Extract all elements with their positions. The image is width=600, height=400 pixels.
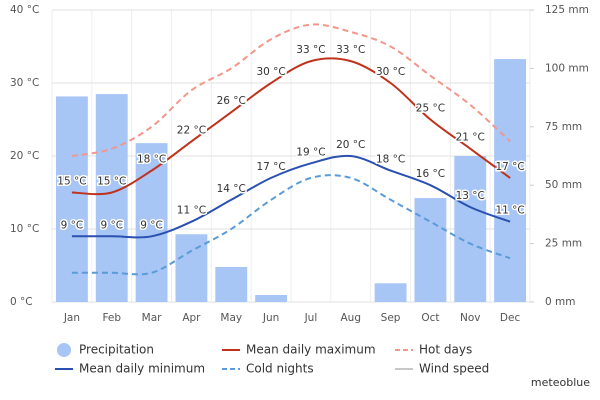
x-tick-label: Aug [340, 312, 361, 324]
x-tick-label: Dec [500, 312, 521, 324]
legend-swatch [57, 343, 71, 357]
data-label: 33 °C [296, 44, 325, 56]
x-tick-label: Mar [142, 312, 162, 324]
x-tick-label: Feb [102, 312, 121, 324]
x-tick-label: Nov [460, 312, 481, 324]
data-label: 16 °C [416, 168, 445, 180]
y2-tick-label: 0 mm [545, 296, 575, 308]
data-label: 17 °C [256, 161, 285, 173]
data-label: 19 °C [296, 146, 325, 158]
data-label: 33 °C [336, 44, 365, 56]
x-tick-label: Oct [421, 312, 439, 324]
legend-label: Cold nights [246, 362, 314, 376]
line [71, 174, 511, 276]
bar [55, 96, 88, 302]
legend-label: Hot days [419, 343, 472, 357]
y2-tick-label: 75 mm [545, 121, 582, 133]
data-label: 13 °C [456, 190, 485, 202]
bar [255, 294, 288, 302]
x-tick-label: Sep [381, 312, 401, 324]
bar [414, 198, 447, 302]
x-tick-label: Jul [304, 312, 318, 324]
bar [215, 266, 248, 302]
bar [374, 283, 407, 302]
y2-tick-label: 25 mm [545, 238, 582, 250]
data-label: 15 °C [97, 176, 126, 188]
bar [95, 94, 128, 302]
y-tick-label: 0 °C [10, 296, 33, 308]
watermark: meteoblue [531, 376, 590, 389]
data-label: 18 °C [137, 154, 166, 166]
line [71, 154, 511, 239]
legend-label: Mean daily maximum [246, 343, 376, 357]
x-tick-label: Jun [262, 312, 279, 324]
x-tick-label: May [220, 312, 242, 324]
y2-tick-label: 50 mm [545, 179, 582, 191]
data-label: 25 °C [416, 103, 445, 115]
data-label: 30 °C [376, 66, 405, 78]
data-label: 30 °C [256, 66, 285, 78]
bar [454, 156, 487, 302]
x-tick-label: Apr [182, 312, 201, 324]
x-tick-label: Jan [63, 312, 80, 324]
data-label: 17 °C [495, 161, 524, 173]
bar [494, 59, 527, 302]
data-label: 15 °C [57, 176, 86, 188]
legend-label: Wind speed [419, 362, 489, 376]
y-tick-label: 20 °C [10, 150, 39, 162]
data-label: 9 °C [61, 219, 84, 231]
data-label: 20 °C [336, 139, 365, 151]
legend-label: Mean daily minimum [79, 362, 205, 376]
y2-tick-label: 100 mm [545, 62, 589, 74]
data-label: 22 °C [177, 124, 206, 136]
data-label: 9 °C [140, 219, 163, 231]
bar [175, 234, 208, 302]
y2-tick-label: 125 mm [545, 4, 589, 16]
y-tick-label: 30 °C [10, 77, 39, 89]
data-label: 14 °C [217, 183, 246, 195]
data-label: 9 °C [100, 219, 123, 231]
data-label: 21 °C [456, 132, 485, 144]
y-tick-label: 40 °C [10, 4, 39, 16]
y-tick-label: 10 °C [10, 223, 39, 235]
data-label: 11 °C [495, 205, 524, 217]
legend-label: Precipitation [79, 343, 154, 357]
data-label: 18 °C [376, 154, 405, 166]
line [71, 57, 511, 196]
line [71, 23, 511, 157]
data-label: 11 °C [177, 205, 206, 217]
data-label: 26 °C [217, 95, 246, 107]
